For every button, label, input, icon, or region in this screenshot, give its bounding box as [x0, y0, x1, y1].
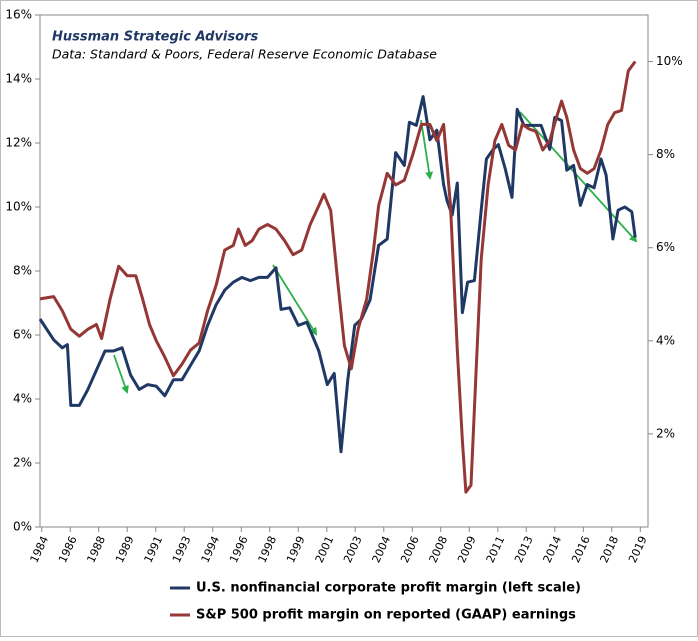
y2-tick-label: 4%: [656, 333, 675, 347]
y-tick-label: 0%: [13, 520, 32, 534]
arrow: [420, 119, 434, 180]
y-tick-label: 4%: [13, 392, 32, 406]
y-tick-label: 12%: [5, 136, 32, 150]
legend-label: U.S. nonfinancial corporate profit margi…: [196, 581, 581, 596]
y-tick-label: 14%: [5, 72, 32, 86]
y-tick-label: 2%: [13, 456, 32, 470]
legend-label: S&P 500 profit margin on reported (GAAP)…: [196, 608, 576, 623]
y-tick-label: 6%: [13, 328, 32, 342]
y-tick-label: 8%: [13, 264, 32, 278]
y2-tick-label: 6%: [656, 240, 675, 254]
chart-subtitle: Data: Standard & Poors, Federal Reserve …: [52, 47, 437, 62]
arrow: [272, 264, 318, 336]
series-line: [39, 60, 637, 494]
y2-tick-label: 8%: [656, 147, 675, 161]
y2-tick-label: 2%: [656, 426, 675, 440]
arrow: [113, 354, 129, 394]
chart-title: Hussman Strategic Advisors: [52, 30, 258, 45]
y2-tick-label: 10%: [656, 54, 683, 68]
y-tick-label: 10%: [5, 200, 32, 214]
y-tick-label: 16%: [5, 8, 32, 22]
